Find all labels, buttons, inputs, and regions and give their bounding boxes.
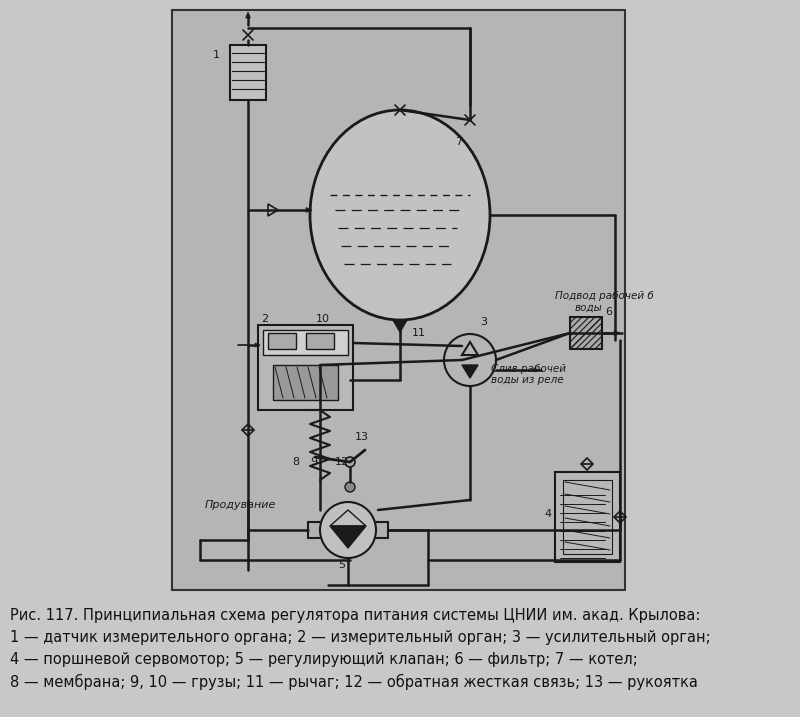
Text: 1 — датчик измерительного органа; 2 — измерительный орган; 3 — усилительный орга: 1 — датчик измерительного органа; 2 — из… bbox=[10, 630, 710, 645]
Text: 3: 3 bbox=[480, 317, 487, 327]
Text: Подвод рабочей б: Подвод рабочей б bbox=[555, 291, 654, 301]
Circle shape bbox=[320, 502, 376, 558]
Polygon shape bbox=[306, 208, 312, 212]
Text: Рис. 117. Принципиальная схема регулятора питания системы ЦНИИ им. акад. Крылова: Рис. 117. Принципиальная схема регулятор… bbox=[10, 608, 700, 623]
Text: 4: 4 bbox=[545, 509, 552, 519]
Text: 9: 9 bbox=[310, 457, 317, 467]
Text: 4 — поршневой сервомотор; 5 — регулирующий клапан; 6 — фильтр; 7 — котел;: 4 — поршневой сервомотор; 5 — регулирующ… bbox=[10, 652, 638, 667]
Text: 8: 8 bbox=[292, 457, 299, 467]
Text: 7: 7 bbox=[455, 137, 462, 147]
Polygon shape bbox=[614, 331, 620, 336]
Polygon shape bbox=[255, 343, 260, 347]
Circle shape bbox=[345, 457, 355, 467]
Polygon shape bbox=[462, 365, 478, 378]
Text: 13: 13 bbox=[355, 432, 369, 442]
Circle shape bbox=[345, 482, 355, 492]
Bar bbox=[258, 325, 353, 410]
Text: Продувание: Продувание bbox=[205, 500, 276, 510]
Text: 12: 12 bbox=[335, 457, 349, 467]
Bar bbox=[172, 10, 625, 590]
Bar bbox=[263, 330, 348, 355]
Text: Слив рабочей: Слив рабочей bbox=[491, 364, 566, 374]
Bar bbox=[308, 522, 323, 538]
Bar bbox=[230, 45, 266, 100]
Polygon shape bbox=[330, 526, 366, 548]
Bar bbox=[570, 317, 602, 349]
Text: 1: 1 bbox=[213, 50, 219, 60]
Ellipse shape bbox=[310, 110, 490, 320]
Bar bbox=[563, 480, 612, 554]
Bar bbox=[555, 472, 620, 562]
Text: воды из реле: воды из реле bbox=[491, 375, 564, 385]
Text: 5: 5 bbox=[338, 560, 345, 570]
Text: 10: 10 bbox=[316, 314, 330, 324]
Text: 11: 11 bbox=[412, 328, 426, 338]
Polygon shape bbox=[393, 320, 407, 332]
Bar bbox=[273, 365, 338, 400]
Text: воды: воды bbox=[575, 303, 603, 313]
Bar bbox=[268, 333, 296, 349]
Bar bbox=[373, 522, 388, 538]
Text: 2: 2 bbox=[261, 314, 268, 324]
Polygon shape bbox=[534, 368, 539, 372]
Text: 6: 6 bbox=[605, 307, 612, 317]
Bar bbox=[306, 333, 334, 349]
Text: 8 — мембрана; 9, 10 — грузы; 11 — рычаг; 12 — обратная жесткая связь; 13 — рукоя: 8 — мембрана; 9, 10 — грузы; 11 — рычаг;… bbox=[10, 674, 698, 690]
Polygon shape bbox=[246, 12, 250, 18]
